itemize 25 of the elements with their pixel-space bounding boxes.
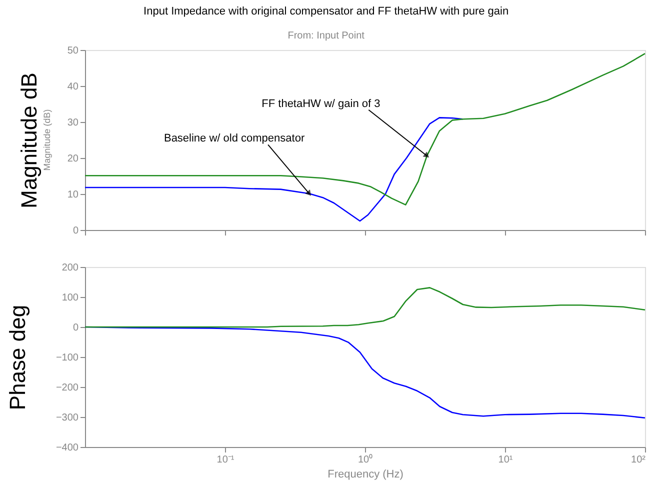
y-tick-label: 10 (67, 190, 79, 200)
y-tick-label: 200 (62, 262, 79, 274)
y-tick-label: 0 (72, 226, 79, 236)
x-axis-title: Frequency (Hz) (328, 468, 404, 480)
y-tick-label: 20 (67, 154, 79, 164)
y-axis-title: Phase deg (4, 304, 30, 410)
y-tick-label: −300 (56, 412, 79, 424)
x-tick-label: 10² (631, 454, 646, 466)
y-tick-label: 50 (67, 46, 79, 56)
y-tick-label: 40 (67, 82, 79, 92)
x-tick-label: 10⁰ (358, 454, 374, 466)
annotation: FF thetaHW w/ gain of 3 (262, 98, 380, 110)
y-tick-label: 0 (72, 322, 79, 334)
y-tick-label: −400 (56, 442, 79, 454)
y-tick-label: −100 (56, 352, 79, 364)
annotation: Baseline w/ old compensator (164, 132, 305, 145)
x-tick-label: 10¹ (498, 454, 514, 466)
x-tick-label: 10⁻¹ (216, 454, 235, 466)
y-tick-label: −200 (56, 382, 79, 394)
y-axis-title: Magnitude dB (16, 72, 42, 208)
chart-subtitle: From: Input Point (288, 30, 365, 42)
chart-title: Input Impedance with original compensator and FF thetaHW with pure gain (144, 6, 509, 18)
y-tick-label: 100 (62, 292, 79, 304)
y-tick-label: 30 (67, 118, 79, 128)
text: Magnitude (dB) (42, 109, 52, 171)
